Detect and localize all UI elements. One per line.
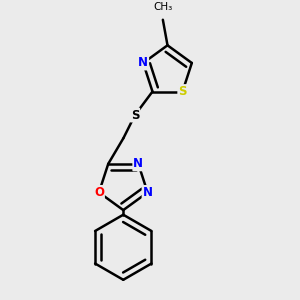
Text: S: S (178, 85, 187, 98)
Text: N: N (142, 186, 153, 199)
Text: CH₃: CH₃ (153, 2, 172, 12)
Text: N: N (138, 56, 148, 70)
Text: N: N (133, 157, 143, 170)
Text: S: S (131, 109, 139, 122)
Text: O: O (94, 186, 104, 199)
